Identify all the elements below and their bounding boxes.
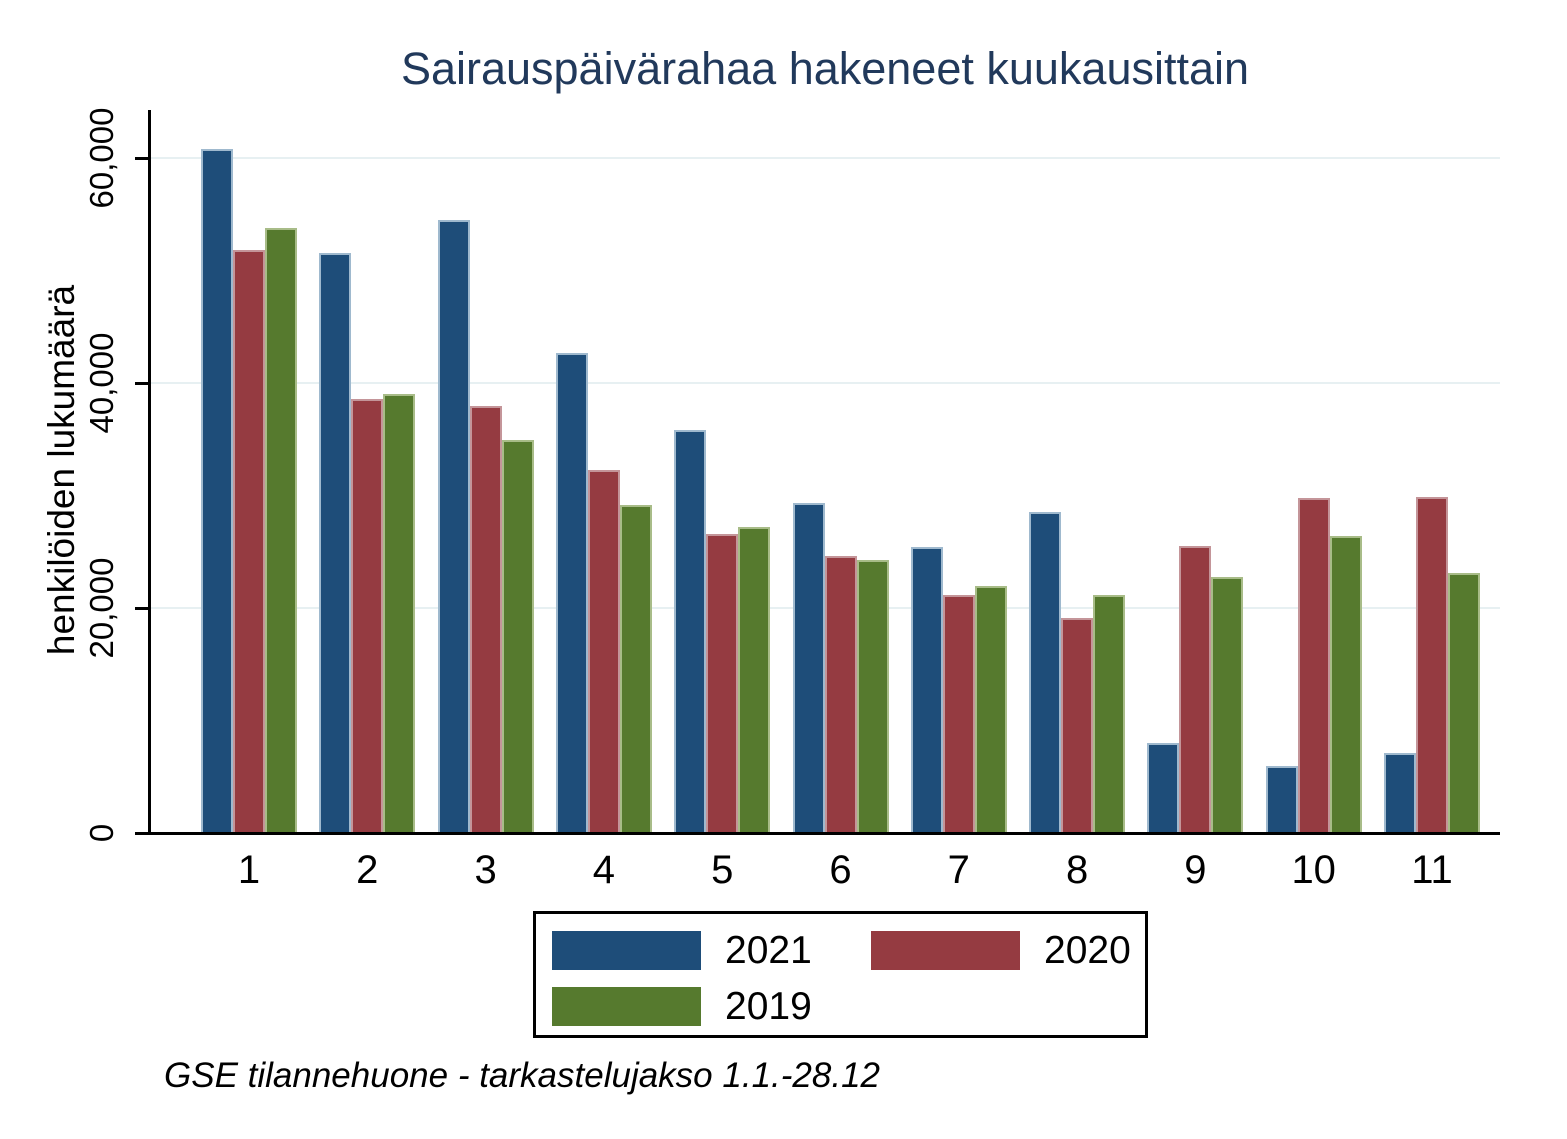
bar-2019-month-5 [738,527,771,833]
x-tick-label-10: 10 [1291,848,1336,892]
bar-2021-month-1 [201,149,233,833]
y-axis-title: henkilöiden lukumäärä [41,284,82,656]
x-tick-label-4: 4 [592,848,616,892]
x-axis-line [147,832,1500,835]
legend-swatch-2020 [871,931,1020,970]
y-tick-0 [135,832,149,835]
plot-area [135,110,1500,835]
x-tick-label-1: 1 [237,848,261,892]
bar-2020-month-8 [1061,618,1094,833]
gridline-40000 [150,382,1500,384]
legend-item-2020: 2020 [871,931,1131,970]
bar-2019-month-6 [856,559,889,833]
bar-2019-month-7 [974,585,1007,833]
bar-2021-month-8 [1029,512,1062,833]
legend-swatch-2019 [552,987,701,1026]
bar-2020-month-1 [233,250,265,833]
y-axis-line [148,110,151,835]
gridline-60000 [150,157,1500,159]
bar-2021-month-10 [1265,765,1298,833]
bar-2020-month-6 [824,556,857,833]
bar-2020-month-4 [587,469,620,833]
bar-2020-month-3 [469,405,502,833]
y-tick-label-40000: 40,000 [83,332,120,434]
bar-2020-month-9 [1179,546,1212,833]
x-tick-label-8: 8 [1065,848,1089,892]
x-tick-label-5: 5 [711,848,734,892]
bar-2020-month-2 [351,398,384,833]
footer-note: GSE tilannehuone - tarkastelujakso 1.1.-… [164,1056,880,1095]
legend-swatch-2021 [552,931,701,970]
bar-2021-month-5 [674,430,707,833]
bar-2020-month-10 [1297,497,1330,833]
legend-item-2019: 2019 [552,987,812,1026]
bar-2021-month-11 [1384,753,1416,833]
legend-item-2021: 2021 [552,931,812,970]
chart-title: Sairauspäivärahaa hakeneet kuukausittain [400,43,1250,94]
y-tick-60000 [135,157,149,160]
y-tick-label-60000: 60,000 [83,107,120,209]
bar-2019-month-11 [1448,573,1480,833]
bar-2019-month-8 [1093,594,1126,833]
x-tick-label-6: 6 [829,848,852,892]
x-tick-label-2: 2 [356,848,379,892]
bar-2021-month-9 [1147,743,1180,833]
legend-label-2020: 2020 [1044,929,1131,972]
bar-2019-month-3 [501,440,534,833]
bar-2019-month-1 [265,227,297,833]
bar-2020-month-5 [706,533,739,833]
bar-2019-month-10 [1329,536,1362,833]
x-tick-label-3: 3 [474,848,497,892]
x-tick-label-9: 9 [1184,848,1207,892]
bar-2021-month-6 [792,503,825,833]
bar-2019-month-9 [1211,576,1244,833]
bar-2021-month-3 [437,219,470,833]
bar-2019-month-4 [619,504,652,833]
legend: 2021 2020 2019 [533,911,1148,1038]
y-tick-20000 [135,607,149,610]
y-tick-label-20000: 20,000 [83,557,120,659]
bar-2021-month-2 [319,252,352,833]
bar-2020-month-7 [942,594,975,833]
y-tick-40000 [135,382,149,385]
bar-2021-month-4 [555,352,588,833]
x-tick-label-7: 7 [947,848,970,892]
y-tick-label-0: 0 [83,823,120,843]
legend-label-2019: 2019 [725,985,812,1028]
bar-2019-month-2 [383,394,416,833]
bar-2021-month-7 [910,547,943,833]
bar-2020-month-11 [1416,496,1448,833]
x-tick-label-11: 11 [1411,848,1453,892]
legend-label-2021: 2021 [725,929,812,972]
